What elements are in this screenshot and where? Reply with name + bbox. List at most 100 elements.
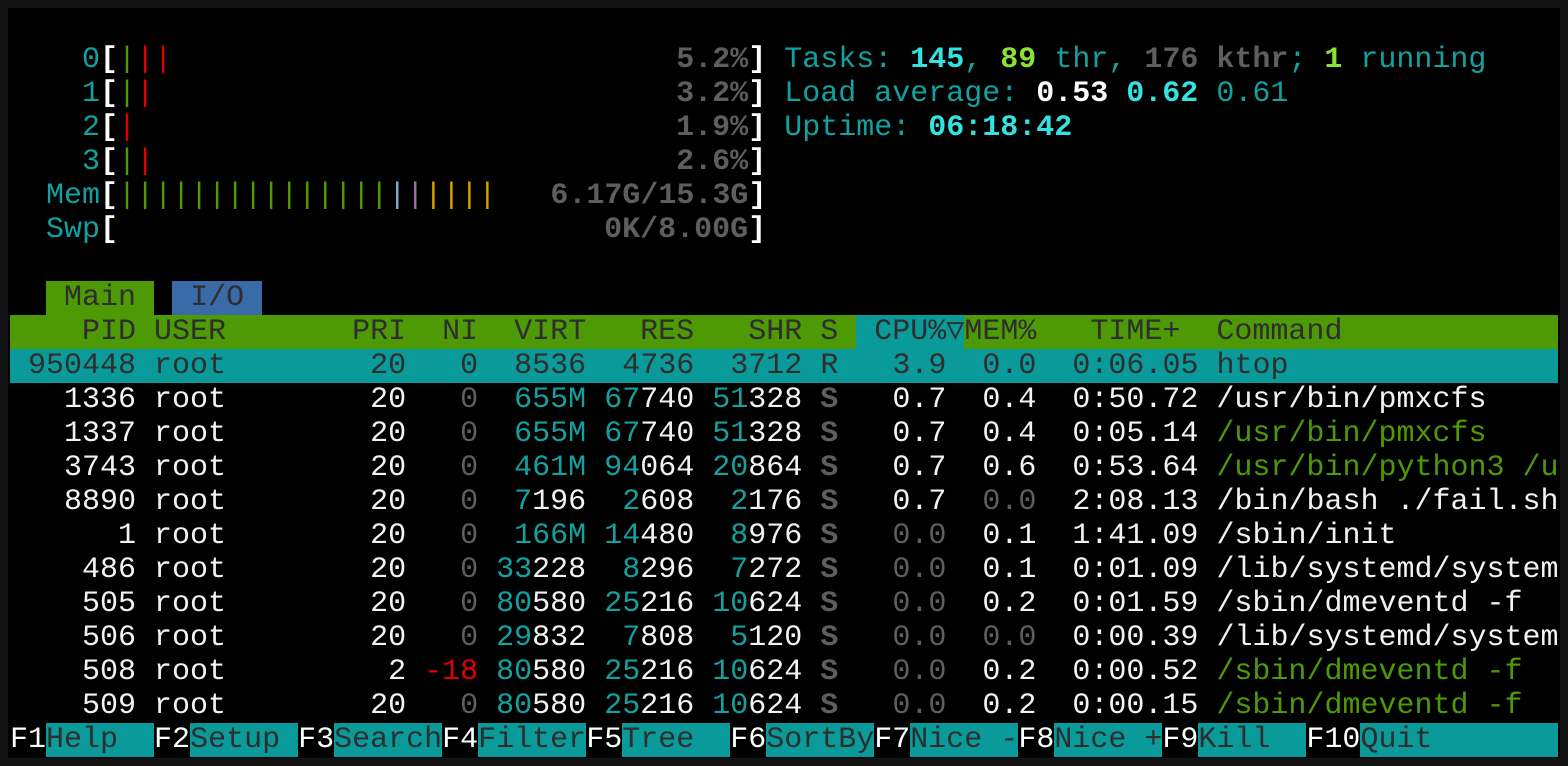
res-low: 480 — [640, 519, 695, 553]
column-s[interactable]: S — [820, 315, 839, 349]
time: 0:00.15 — [1054, 689, 1199, 723]
fkey-f9-label[interactable]: Kill — [1198, 723, 1307, 757]
column-res[interactable]: RES — [604, 315, 695, 349]
column-virt[interactable]: VIRT — [496, 315, 587, 349]
fkey-f4[interactable]: F4 — [442, 723, 479, 757]
text — [802, 417, 820, 451]
time: 1:41.09 — [1054, 519, 1199, 553]
cpu-percent: 0.0 — [856, 689, 947, 723]
text — [496, 451, 514, 485]
meter-2: 2[| 1.9%] Uptime: 06:18:42 — [10, 111, 1558, 145]
tab-io[interactable]: I/O — [172, 281, 263, 315]
command: /usr/bin/pmxcfs — [1216, 417, 1487, 451]
column-pid[interactable]: PID — [10, 315, 137, 349]
load-1: 0.53 — [1036, 77, 1109, 111]
fkey-f9[interactable]: F9 — [1162, 723, 1199, 757]
user: root — [154, 655, 335, 689]
text — [478, 689, 496, 723]
meter-bar-segment: | — [136, 145, 155, 179]
meter-bar-segment: | — [226, 179, 245, 213]
text — [406, 519, 424, 553]
fkey-f2[interactable]: F2 — [154, 723, 191, 757]
text — [478, 519, 496, 553]
bracket: [ — [100, 213, 119, 247]
nice: 0 — [424, 621, 479, 655]
column-mem[interactable]: MEM% — [964, 315, 1037, 349]
text — [946, 553, 964, 587]
text — [586, 383, 604, 417]
text — [586, 553, 604, 587]
process-row[interactable]: 950448 root 20 0 8536 4736 3712 R 3.9 0.… — [10, 349, 1558, 383]
bracket: ] — [748, 179, 767, 213]
fkey-f3[interactable]: F3 — [298, 723, 335, 757]
cpu-percent: 0.7 — [856, 485, 947, 519]
shr-low: 624 — [748, 689, 803, 723]
user: root — [154, 383, 335, 417]
cpu-percent: 0.7 — [856, 383, 947, 417]
virt-low: 580 — [532, 655, 587, 689]
column-command[interactable]: Command — [1216, 315, 1343, 349]
column-ni[interactable]: NI — [424, 315, 479, 349]
fkey-f5[interactable]: F5 — [586, 723, 623, 757]
pid: 8890 — [10, 485, 137, 519]
nice: 0 — [424, 383, 479, 417]
pid: 508 — [10, 655, 137, 689]
fkey-f3-label[interactable]: Search — [334, 723, 443, 757]
tasks-count: 145 — [910, 43, 965, 77]
priority: 20 — [334, 485, 407, 519]
text — [406, 383, 424, 417]
fkey-f8[interactable]: F8 — [1018, 723, 1055, 757]
res-low: 808 — [640, 621, 695, 655]
state: S — [820, 553, 839, 587]
fkey-f7-label[interactable]: Nice - — [910, 723, 1019, 757]
tab-main[interactable]: Main — [46, 281, 155, 315]
cpu-percent: 0.7 — [856, 451, 947, 485]
shr-high: 20 — [712, 451, 749, 485]
fkey-f10-label[interactable]: Quit — [1360, 723, 1558, 757]
user: root — [154, 621, 335, 655]
pad — [1108, 77, 1126, 111]
res-low: 740 — [640, 417, 695, 451]
column-shr[interactable]: SHR — [712, 315, 803, 349]
priority: 20 — [334, 553, 407, 587]
fkey-f1-label[interactable]: Help — [46, 723, 155, 757]
fkey-f1[interactable]: F1 — [10, 723, 47, 757]
text — [946, 655, 964, 689]
fkey-f5-label[interactable]: Tree — [622, 723, 731, 757]
state: S — [820, 485, 839, 519]
meter-bar-segment: | — [478, 179, 497, 213]
fkey-f2-label[interactable]: Setup — [190, 723, 299, 757]
text — [838, 451, 856, 485]
bracket: ] — [748, 43, 767, 77]
state: S — [820, 383, 839, 417]
mem-percent: 0.1 — [964, 519, 1037, 553]
load-5: 0.62 — [1126, 77, 1199, 111]
fkey-f10[interactable]: F10 — [1306, 723, 1361, 757]
virt-high: 8 — [514, 349, 533, 383]
time: 2:08.13 — [1054, 485, 1199, 519]
text — [712, 621, 730, 655]
text — [406, 689, 424, 723]
nice: 0 — [424, 553, 479, 587]
fkey-f6-label[interactable]: SortBy — [766, 723, 875, 757]
bracket: ] — [748, 111, 767, 145]
text — [694, 519, 712, 553]
priority: 20 — [334, 417, 407, 451]
text — [1036, 587, 1054, 621]
column-user[interactable]: USER — [154, 315, 335, 349]
fkey-f7[interactable]: F7 — [874, 723, 911, 757]
fkey-f8-label[interactable]: Nice + — [1054, 723, 1163, 757]
pad — [10, 281, 46, 315]
fkey-f4-label[interactable]: Filter — [478, 723, 587, 757]
column-cpu-sorted[interactable]: CPU%▽ — [856, 315, 965, 349]
meter-value: 3.2% — [676, 77, 749, 111]
column-time[interactable]: TIME+ — [1054, 315, 1199, 349]
cpu-percent: 0.0 — [856, 621, 947, 655]
meter-value: 6.17G/15.3G — [550, 179, 749, 213]
priority: 20 — [334, 587, 407, 621]
fkey-f6[interactable]: F6 — [730, 723, 767, 757]
column-pri[interactable]: PRI — [334, 315, 407, 349]
meter-bar-segment: | — [298, 179, 317, 213]
bracket: [ — [100, 145, 119, 179]
cpu-percent: 0.0 — [856, 553, 947, 587]
